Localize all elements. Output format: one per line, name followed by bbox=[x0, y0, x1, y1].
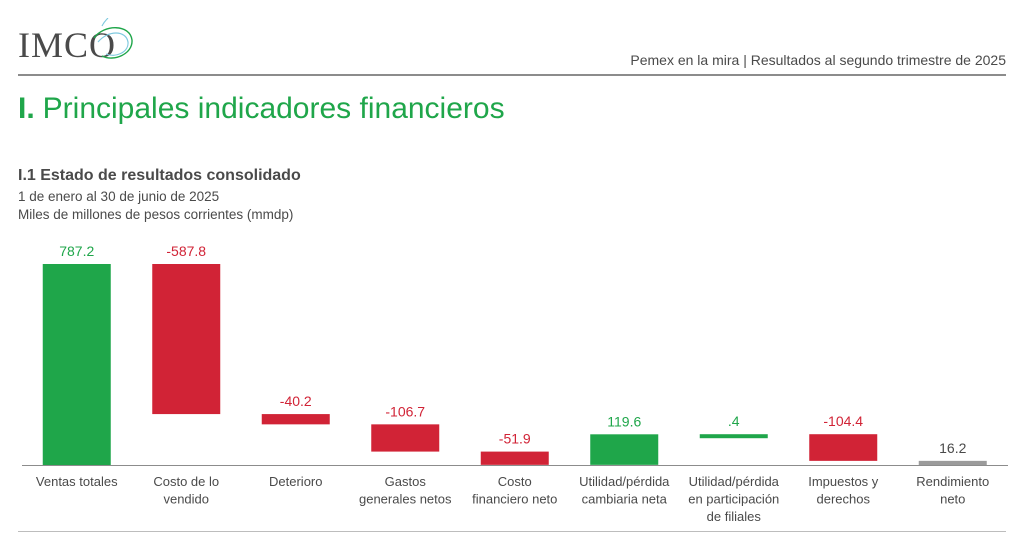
value-label-2: -40.2 bbox=[280, 393, 312, 409]
value-label-4: -51.9 bbox=[499, 431, 531, 447]
category-label-6-1: en participación bbox=[688, 492, 779, 507]
value-label-1: -587.8 bbox=[166, 243, 206, 259]
chart-subtitle-line-2: Miles de millones de pesos corrientes (m… bbox=[18, 207, 294, 222]
logo-text: IMCO bbox=[18, 25, 117, 65]
category-label-8-0: Rendimiento bbox=[916, 474, 989, 489]
bar-3 bbox=[371, 424, 440, 452]
section-title: I. Principales indicadores financieros bbox=[18, 92, 505, 126]
category-label-2-0: Deterioro bbox=[269, 474, 322, 489]
chart-subtitle-line-1: 1 de enero al 30 de junio de 2025 bbox=[18, 189, 220, 204]
value-label-8: 16.2 bbox=[939, 440, 966, 456]
value-label-0: 787.2 bbox=[59, 243, 94, 259]
bar-7 bbox=[809, 434, 878, 461]
bar-6 bbox=[699, 434, 768, 439]
bar-4 bbox=[480, 451, 549, 465]
logo-swoosh-icon bbox=[93, 18, 133, 59]
value-label-6: .4 bbox=[728, 413, 740, 429]
bar-5 bbox=[590, 434, 659, 465]
category-label-4-0: Costo bbox=[498, 474, 532, 489]
section-title-text: Principales indicadores financieros bbox=[42, 92, 505, 125]
footer-divider bbox=[18, 531, 1006, 532]
report-title: Pemex en la mira | Resultados al segundo… bbox=[630, 52, 1006, 68]
category-label-6-2: de filiales bbox=[707, 509, 762, 524]
bar-0 bbox=[42, 264, 111, 465]
value-label-3: -106.7 bbox=[385, 403, 425, 419]
category-label-5-0: Utilidad/pérdida bbox=[579, 474, 670, 489]
category-label-3-1: generales netos bbox=[359, 492, 452, 507]
category-label-7-1: derechos bbox=[817, 492, 871, 507]
category-label-5-1: cambiaria neta bbox=[582, 492, 668, 507]
category-label-6-0: Utilidad/pérdida bbox=[689, 474, 780, 489]
chart-subtitle: 1 de enero al 30 de junio de 2025 Miles … bbox=[18, 188, 293, 224]
header-divider bbox=[18, 74, 1006, 76]
section-number: I. bbox=[18, 92, 35, 125]
value-label-5: 119.6 bbox=[607, 413, 641, 429]
chart-title: I.1 Estado de resultados consolidado bbox=[18, 167, 301, 184]
bar-1 bbox=[152, 264, 221, 415]
bar-2 bbox=[261, 414, 330, 425]
value-label-7: -104.4 bbox=[823, 413, 863, 429]
category-label-7-0: Impuestos y bbox=[808, 474, 879, 489]
imco-logo: IMCO bbox=[18, 18, 136, 70]
waterfall-chart: 787.2 Ventas totales -587.8 Costo de lo vend… bbox=[22, 243, 1008, 524]
category-label-0-0: Ventas totales bbox=[36, 474, 118, 489]
category-label-8-1: neto bbox=[940, 492, 965, 507]
category-label-1-1: vendido bbox=[163, 492, 209, 507]
category-label-3-0: Gastos bbox=[385, 474, 427, 489]
category-label-4-1: financiero neto bbox=[472, 492, 557, 507]
bar-8 bbox=[918, 460, 987, 465]
category-label-1-0: Costo de lo bbox=[153, 474, 219, 489]
